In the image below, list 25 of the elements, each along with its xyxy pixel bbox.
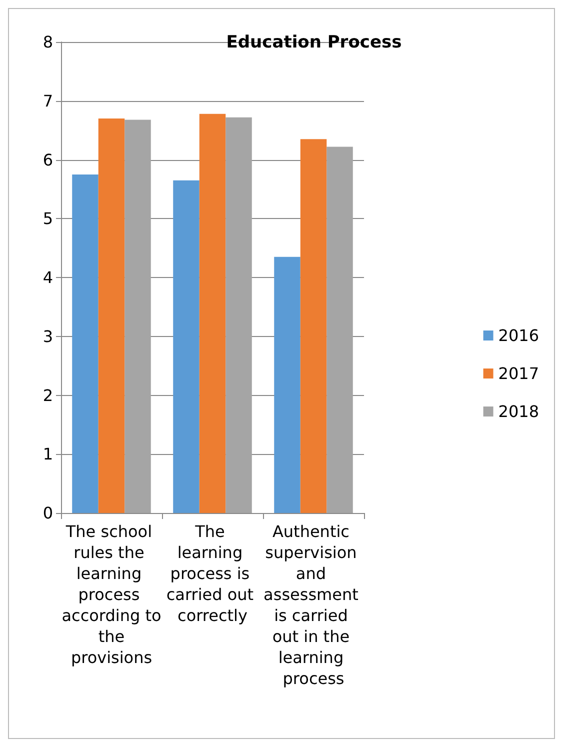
y-tick-label: 1	[42, 444, 53, 464]
bar	[98, 118, 125, 513]
bar	[72, 174, 98, 513]
bar	[173, 180, 200, 513]
bar	[124, 120, 151, 513]
legend-label: 2018	[498, 402, 539, 421]
bar	[300, 139, 327, 513]
y-tick-label: 3	[42, 326, 53, 346]
y-tick-label: 2	[42, 386, 53, 405]
bar	[226, 117, 252, 513]
bar	[326, 146, 353, 513]
legend-label: 2016	[498, 326, 539, 345]
y-tick-label: 8	[42, 32, 53, 52]
y-tick-label: 0	[42, 504, 53, 522]
x-tick-label: The school rules the learning process according to the provisions	[62, 522, 162, 667]
legend-label: 2017	[498, 364, 539, 383]
y-tick-label: 4	[42, 268, 53, 287]
bar	[274, 256, 300, 513]
y-tick-label: 7	[42, 91, 53, 110]
y-tick-label: 6	[42, 150, 53, 170]
x-tick-label: The learning process is carried out correctly	[166, 522, 259, 625]
x-tick-label: Authentic supervision and assessment is carried out in the learning process	[264, 522, 364, 688]
chart-title: Education Process	[226, 32, 402, 52]
y-tick-label: 5	[42, 209, 53, 228]
bar	[199, 114, 226, 513]
